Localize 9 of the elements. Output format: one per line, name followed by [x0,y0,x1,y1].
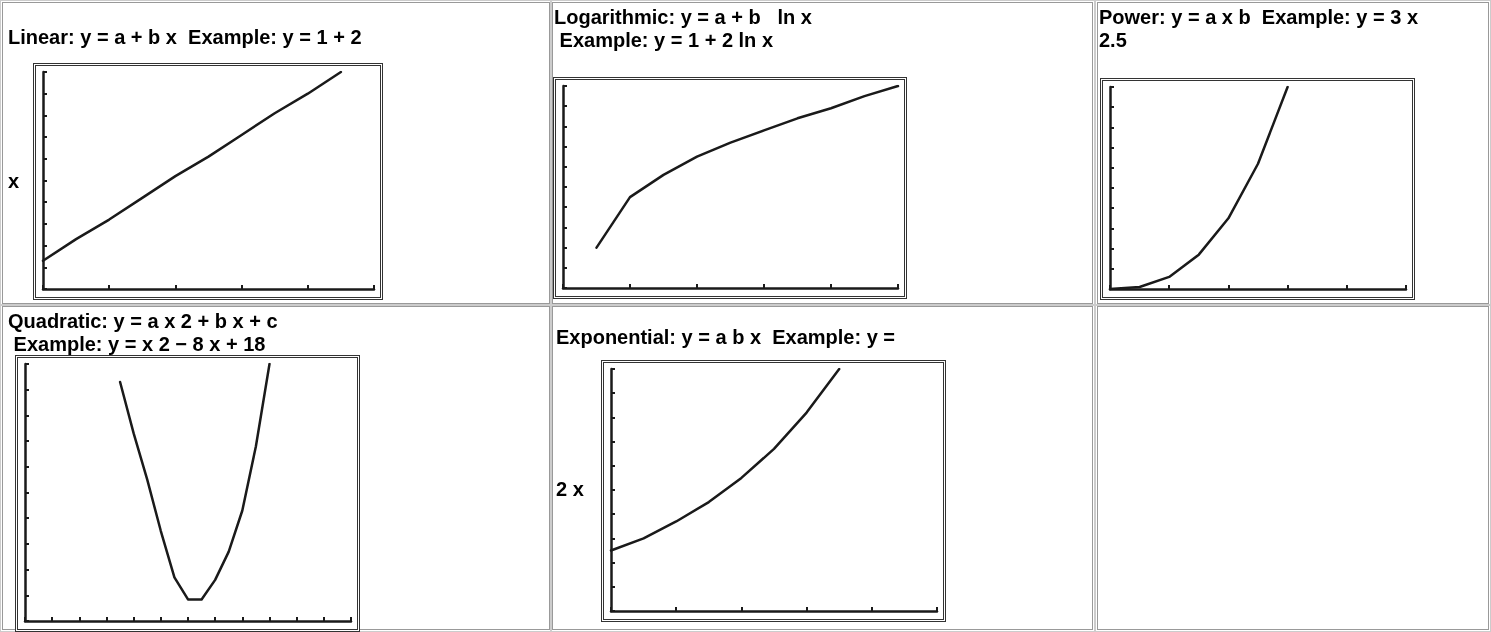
text: x [8,170,20,193]
chart-title: Quadratic: y = a x 2 + b x + c [8,310,278,332]
chart-title: Power: y = a x b Example: y = 3 x 2.5 [1099,6,1420,52]
chart-title: Linear: y = a + b x Example: y = 1 + 2 [8,26,363,49]
chart-subtitle: Example: y = x 2 − 8 x + 18 [13,333,266,355]
chart-title: Logarithmic: y = a + b ln x [554,6,812,28]
chart-title: Exponential: y = a b x Example: y = [556,326,896,349]
text: 2 x [556,478,584,501]
chart-subtitle: Example: y = 1 + 2 ln x [559,29,774,51]
